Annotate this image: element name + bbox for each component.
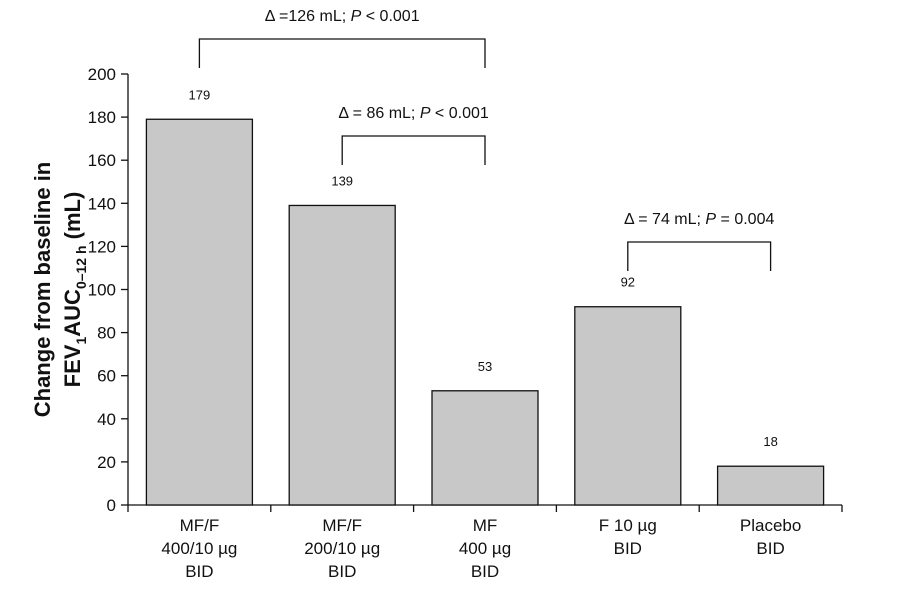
x-tick-label: MF/F: [180, 516, 220, 535]
significance-bracket: [627, 241, 772, 271]
significance-label: Δ = 74 mL; P = 0.004: [624, 211, 774, 228]
data-label: 92: [621, 275, 635, 290]
x-tick-label: MF/F: [322, 516, 362, 535]
y-tick-label: 200: [88, 65, 116, 84]
y-tick-label: 120: [88, 237, 116, 256]
y-axis-label: Change from baseline in FEV1AUC0–12 h (mL…: [30, 162, 89, 418]
y-tick-label: 40: [97, 410, 116, 429]
y-tick-label: 180: [88, 108, 116, 127]
x-tick-label: 400/10 µg: [161, 539, 237, 558]
y-tick-label: 140: [88, 194, 116, 213]
data-label: 139: [331, 173, 353, 188]
x-tick-label: BID: [471, 562, 499, 581]
y-tick-label: 20: [97, 453, 116, 472]
x-tick-label: BID: [756, 539, 784, 558]
bar: [431, 390, 539, 506]
annotations: Δ =126 mL; P < 0.001 Δ = 86 mL; P < 0.001…: [198, 8, 774, 271]
y-tick-label: 0: [107, 496, 116, 515]
bar: [716, 465, 825, 506]
y-tick-label: 160: [88, 151, 116, 170]
y-tick-label: 100: [88, 281, 116, 300]
bar: [145, 118, 254, 506]
x-tick-label: MF: [473, 516, 498, 535]
significance-bracket: [198, 38, 486, 68]
x-tick-label: 400 µg: [459, 539, 511, 558]
bar: [288, 204, 396, 506]
significance-label: Δ =126 mL; P < 0.001: [265, 8, 420, 25]
bars: [145, 118, 825, 506]
significance-label: Δ = 86 mL; P < 0.001: [338, 105, 488, 122]
x-tick-label: Placebo: [740, 516, 801, 535]
significance-bracket: [341, 135, 486, 165]
x-tick-label: 200/10 µg: [304, 539, 380, 558]
axes: 0 20 40 60 80 100 120 140 160 180 200: [88, 65, 843, 515]
bar: [574, 306, 682, 506]
x-tick-label: F 10 µg: [599, 516, 657, 535]
x-tick-label: BID: [614, 539, 642, 558]
data-label: 18: [763, 434, 777, 449]
data-label: 53: [478, 359, 492, 374]
labels: 179 MF/F 400/10 µg BID 139 MF/F 200/10 µg BID 53…: [161, 87, 801, 581]
y-tick-label: 60: [97, 367, 116, 386]
y-tick-label: 80: [97, 324, 116, 343]
x-tick-label: BID: [185, 562, 213, 581]
data-label: 179: [189, 87, 211, 102]
x-tick-label: BID: [328, 562, 356, 581]
